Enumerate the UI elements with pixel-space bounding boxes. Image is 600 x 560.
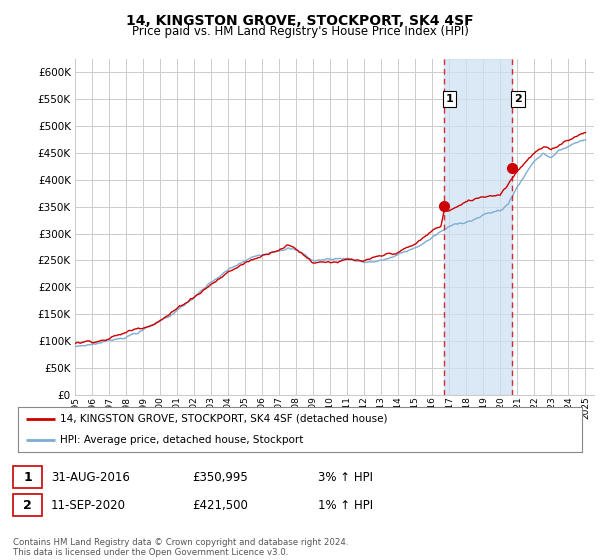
Text: 31-AUG-2016: 31-AUG-2016 bbox=[51, 470, 130, 484]
Bar bbox=[444, 59, 512, 395]
Text: Contains HM Land Registry data © Crown copyright and database right 2024.
This d: Contains HM Land Registry data © Crown c… bbox=[13, 538, 349, 557]
Text: £421,500: £421,500 bbox=[192, 498, 248, 512]
Text: Price paid vs. HM Land Registry's House Price Index (HPI): Price paid vs. HM Land Registry's House … bbox=[131, 25, 469, 38]
Text: HPI: Average price, detached house, Stockport: HPI: Average price, detached house, Stoc… bbox=[60, 435, 304, 445]
Text: 3% ↑ HPI: 3% ↑ HPI bbox=[318, 470, 373, 484]
Text: 14, KINGSTON GROVE, STOCKPORT, SK4 4SF: 14, KINGSTON GROVE, STOCKPORT, SK4 4SF bbox=[126, 14, 474, 28]
Text: 2: 2 bbox=[514, 94, 522, 104]
Text: 1% ↑ HPI: 1% ↑ HPI bbox=[318, 498, 373, 512]
Text: 1: 1 bbox=[23, 470, 32, 484]
Text: 1: 1 bbox=[445, 94, 453, 104]
Text: 14, KINGSTON GROVE, STOCKPORT, SK4 4SF (detached house): 14, KINGSTON GROVE, STOCKPORT, SK4 4SF (… bbox=[60, 414, 388, 424]
Text: 2: 2 bbox=[23, 498, 32, 512]
Text: £350,995: £350,995 bbox=[192, 470, 248, 484]
Text: 11-SEP-2020: 11-SEP-2020 bbox=[51, 498, 126, 512]
